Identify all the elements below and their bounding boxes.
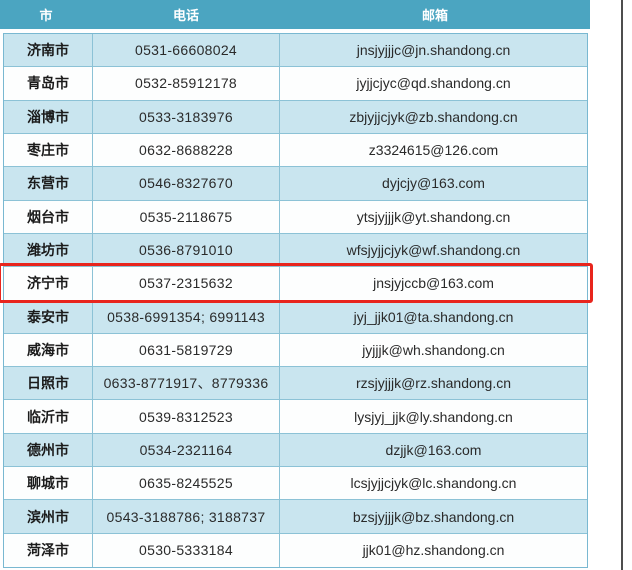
city-cell: 滨州市 [4, 500, 93, 534]
email-cell: wfsjyjjcjyk@wf.shandong.cn [280, 234, 587, 268]
phone-cell: 0534-2321164 [93, 433, 280, 468]
city-cell: 青岛市 [4, 67, 93, 101]
table-row: 德州市 0534-2321164 dzjjk@163.com [4, 433, 587, 468]
email-cell: lcsjyjjcjyk@lc.shandong.cn [280, 467, 587, 501]
header-cell-phone: 电话 [172, 8, 199, 23]
table-row: 威海市 0631-5819729 jyjjjk@wh.shandong.cn [4, 333, 587, 368]
city-cell: 泰安市 [4, 300, 93, 334]
email-cell: jyj_jjk01@ta.shandong.cn [280, 301, 587, 334]
email-cell: ytsjyjjjk@yt.shandong.cn [280, 201, 587, 234]
page-edge-line [621, 0, 623, 570]
city-cell: 淄博市 [4, 100, 93, 134]
email-cell: lysjyj_jjk@ly.shandong.cn [280, 400, 587, 434]
city-cell: 烟台市 [4, 200, 93, 234]
city-cell: 济宁市 [4, 267, 93, 301]
email-cell: jnsjyjccb@163.com [280, 267, 587, 301]
phone-cell: 0633-8771917、8779336 [93, 367, 280, 401]
table-header: 市 电话 邮箱 [0, 0, 590, 29]
email-cell: jnsjyjjjc@jn.shandong.cn [280, 34, 587, 68]
city-cell: 菏泽市 [4, 533, 93, 567]
table-body: 济南市 0531-66608024 jnsjyjjjc@jn.shandong.… [0, 33, 593, 568]
header-cell-email: 邮箱 [421, 8, 448, 23]
header-cell-city: 市 [39, 8, 53, 23]
phone-cell: 0546-8327670 [93, 167, 280, 201]
phone-cell: 0631-5819729 [93, 333, 280, 368]
phone-cell: 0537-2315632 [93, 267, 280, 301]
phone-cell: 0536-8791010 [93, 233, 280, 268]
table-row: 临沂市 0539-8312523 lysjyj_jjk@ly.shandong.… [4, 400, 587, 434]
phone-cell: 0533-3183976 [93, 100, 280, 134]
city-cell: 济南市 [4, 34, 93, 68]
city-cell: 日照市 [4, 367, 93, 401]
phone-cell: 0539-8312523 [93, 400, 280, 434]
table-row: 东营市 0546-8327670 dyjcjy@163.com [4, 167, 587, 201]
email-cell: dyjcjy@163.com [280, 167, 587, 201]
phone-cell: 0532-85912178 [93, 67, 280, 101]
phone-cell: 0543-3188786; 3188737 [93, 500, 280, 534]
table-row: 淄博市 0533-3183976 zbjyjjcjyk@zb.shandong.… [4, 100, 587, 134]
table-row: 济宁市 0537-2315632 jnsjyjccb@163.com [0, 263, 593, 303]
table-row: 菏泽市 0530-5333184 jjk01@hz.shandong.cn [4, 533, 587, 567]
table-row: 泰安市 0538-6991354; 6991143 jyj_jjk01@ta.s… [4, 300, 587, 334]
email-cell: jyjjjk@wh.shandong.cn [280, 334, 587, 368]
city-cell: 聊城市 [4, 467, 93, 501]
table-row: 烟台市 0535-2118675 ytsjyjjjk@yt.shandong.c… [4, 200, 587, 234]
table-row: 日照市 0633-8771917、8779336 rzsjyjjjk@rz.sh… [4, 367, 587, 401]
phone-cell: 0531-66608024 [93, 34, 280, 68]
table-row: 聊城市 0635-8245525 lcsjyjjcjyk@lc.shandong… [4, 467, 587, 501]
email-cell: dzjjk@163.com [280, 434, 587, 468]
city-cell: 潍坊市 [4, 233, 93, 268]
phone-cell: 0635-8245525 [93, 467, 280, 501]
table-row: 枣庄市 0632-8688228 z3324615@126.com [4, 133, 587, 168]
email-cell: bzsjyjjjk@bz.shandong.cn [280, 500, 587, 534]
phone-cell: 0535-2118675 [93, 200, 280, 234]
phone-cell: 0530-5333184 [93, 533, 280, 567]
email-cell: jjk01@hz.shandong.cn [362, 542, 505, 559]
email-cell: zbjyjjcjyk@zb.shandong.cn [280, 101, 587, 134]
city-cell: 东营市 [4, 167, 93, 201]
email-cell: jyjjcjyc@qd.shandong.cn [280, 67, 587, 101]
city-cell: 临沂市 [4, 400, 93, 434]
phone-cell: 0538-6991354; 6991143 [93, 300, 280, 334]
table-row: 潍坊市 0536-8791010 wfsjyjjcjyk@wf.shandong… [4, 233, 587, 268]
email-cell: rzsjyjjjk@rz.shandong.cn [280, 367, 587, 401]
phone-cell: 0632-8688228 [93, 133, 280, 168]
city-cell: 威海市 [4, 333, 93, 368]
email-cell: z3324615@126.com [280, 134, 587, 168]
table-row: 青岛市 0532-85912178 jyjjcjyc@qd.shandong.c… [4, 67, 587, 101]
table-row: 滨州市 0543-3188786; 3188737 bzsjyjjjk@bz.s… [4, 500, 587, 534]
city-cell: 德州市 [4, 433, 93, 468]
table-row: 济南市 0531-66608024 jnsjyjjjc@jn.shandong.… [4, 34, 587, 68]
city-cell: 枣庄市 [4, 133, 93, 168]
